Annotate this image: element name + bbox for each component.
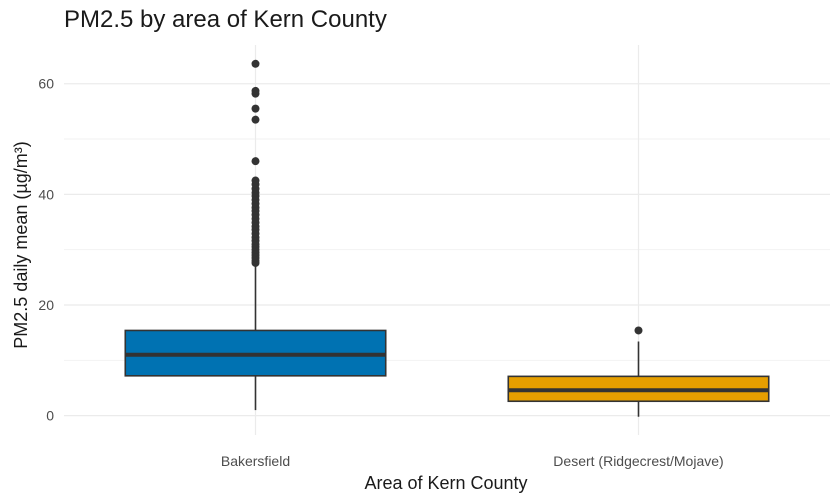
outlier-point — [251, 115, 260, 124]
y-tick-label: 20 — [38, 297, 54, 313]
y-tick-label: 40 — [38, 186, 54, 202]
x-axis-title: Area of Kern County — [364, 473, 527, 493]
x-tick-label: Bakersfield — [221, 453, 290, 469]
outlier-point — [251, 59, 260, 68]
outlier-point — [251, 157, 260, 166]
y-tick-label: 0 — [46, 408, 54, 424]
outlier-point — [251, 86, 260, 95]
outlier-point — [251, 104, 260, 113]
y-tick-label: 60 — [38, 76, 54, 92]
chart-title: PM2.5 by area of Kern County — [64, 6, 387, 33]
axes: Area of Kern County PM2.5 daily mean (µg… — [11, 76, 724, 493]
y-axis-title: PM2.5 daily mean (µg/m³) — [11, 141, 31, 348]
boxes — [124, 59, 770, 417]
outlier-point — [634, 326, 643, 335]
outlier-point — [251, 176, 260, 185]
x-tick-label: Desert (Ridgecrest/Mojave) — [553, 453, 723, 469]
